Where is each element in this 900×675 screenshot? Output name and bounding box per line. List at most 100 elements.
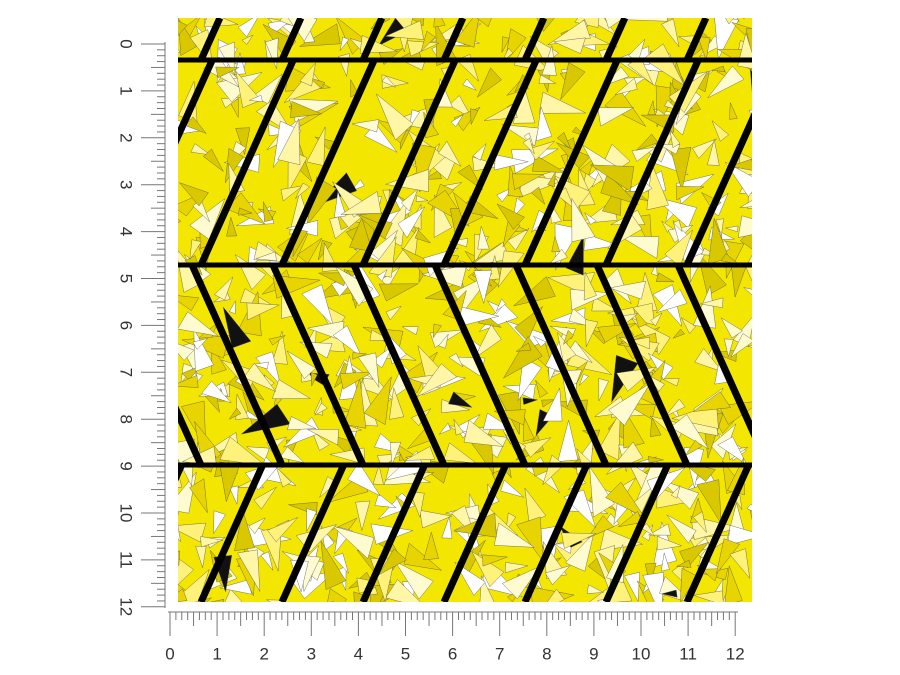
ruler-label: 3 <box>307 644 316 663</box>
texture-shard <box>565 532 595 572</box>
texture-shard <box>347 461 381 497</box>
texture-shard <box>624 572 640 602</box>
texture-shard <box>584 212 597 225</box>
texture-shard <box>720 317 743 339</box>
texture-shard <box>401 326 419 335</box>
texture-shard <box>237 18 258 38</box>
texture-shard <box>252 361 269 370</box>
texture-shard <box>676 185 705 201</box>
diagonal-band <box>440 58 540 267</box>
texture-shard <box>376 269 388 282</box>
texture-shard <box>178 251 179 253</box>
texture-shard <box>758 133 782 168</box>
texture-shard <box>189 478 208 514</box>
texture-shard <box>758 371 774 399</box>
texture-shard <box>295 182 310 199</box>
texture-shard <box>448 353 464 368</box>
diagonal-band <box>188 263 286 467</box>
ruler-label: 4 <box>117 227 136 236</box>
texture-shard <box>589 164 635 192</box>
texture-shard <box>178 558 195 585</box>
texture-shard <box>608 280 646 300</box>
texture-shard <box>310 372 318 387</box>
diagonal-band <box>197 463 266 602</box>
texture-shard <box>535 379 548 399</box>
diagonal-band <box>431 263 529 467</box>
texture-shard <box>329 4 351 15</box>
texture-shard <box>568 340 593 363</box>
texture-shard <box>235 127 251 156</box>
texture-shard <box>416 363 458 397</box>
ruler-label: 1 <box>212 644 221 663</box>
texture-shard <box>420 30 436 52</box>
texture-shard <box>522 397 538 405</box>
texture-shard <box>443 442 478 464</box>
texture-shard <box>389 441 402 465</box>
texture-shard <box>711 120 730 142</box>
texture-shard <box>202 148 224 172</box>
texture-shard <box>587 557 606 580</box>
texture-shard <box>516 516 544 563</box>
texture-shard <box>614 77 638 95</box>
ruler-label: 6 <box>117 321 136 330</box>
texture-shard <box>693 511 707 534</box>
texture-shard <box>517 357 542 401</box>
texture-shard <box>178 470 183 488</box>
texture-shard <box>700 297 724 308</box>
texture-shard <box>531 186 546 206</box>
texture-shard <box>200 536 223 548</box>
texture-shard <box>332 525 375 559</box>
texture-shard <box>669 129 681 148</box>
texture-shard <box>591 296 620 312</box>
texture-shard <box>754 123 775 138</box>
texture-shard <box>299 62 316 87</box>
texture-shard <box>332 325 363 358</box>
texture-shard <box>376 93 414 141</box>
texture-shard <box>307 429 339 446</box>
texture-shard <box>381 75 396 88</box>
texture-shard <box>547 172 556 188</box>
texture-shard <box>493 522 535 548</box>
texture-shard <box>500 479 524 498</box>
pattern-swatch <box>178 4 782 602</box>
texture-shard <box>276 466 292 488</box>
ruler-label: 11 <box>117 551 136 569</box>
texture-shard <box>725 18 735 25</box>
texture-shard <box>675 559 692 568</box>
texture-shard <box>693 590 724 602</box>
texture-shard <box>287 416 316 431</box>
texture-shard <box>385 20 424 40</box>
texture-shard <box>600 173 639 205</box>
texture-shard <box>378 283 419 302</box>
texture-shard <box>374 493 397 508</box>
texture-shard <box>397 206 425 239</box>
texture-shard <box>178 417 180 422</box>
diagonal-band <box>602 58 702 267</box>
texture-shard <box>647 523 671 536</box>
texture-shard <box>409 491 425 519</box>
texture-shard <box>598 411 621 461</box>
diagonal-band <box>278 18 305 62</box>
diagonal-band <box>350 263 448 467</box>
texture-shard <box>433 18 446 28</box>
texture-shard <box>267 517 298 543</box>
texture-shard <box>248 517 266 535</box>
texture-shard <box>201 380 232 404</box>
texture-shard <box>666 514 697 544</box>
texture-shard <box>463 419 504 447</box>
texture-shard <box>255 351 281 386</box>
texture-shard <box>715 218 724 236</box>
texture-shard <box>195 545 207 568</box>
texture-shard <box>192 338 209 350</box>
texture-shard <box>535 106 553 142</box>
texture-shard <box>178 588 188 602</box>
texture-shard <box>377 18 408 47</box>
texture-shard <box>511 173 545 191</box>
texture-shard <box>272 379 312 399</box>
texture-shard <box>561 532 597 549</box>
texture-shard <box>332 553 349 574</box>
texture-shard <box>248 95 263 103</box>
texture-shard <box>309 77 326 89</box>
texture-shard <box>178 568 210 602</box>
diagonal-band <box>278 58 378 267</box>
